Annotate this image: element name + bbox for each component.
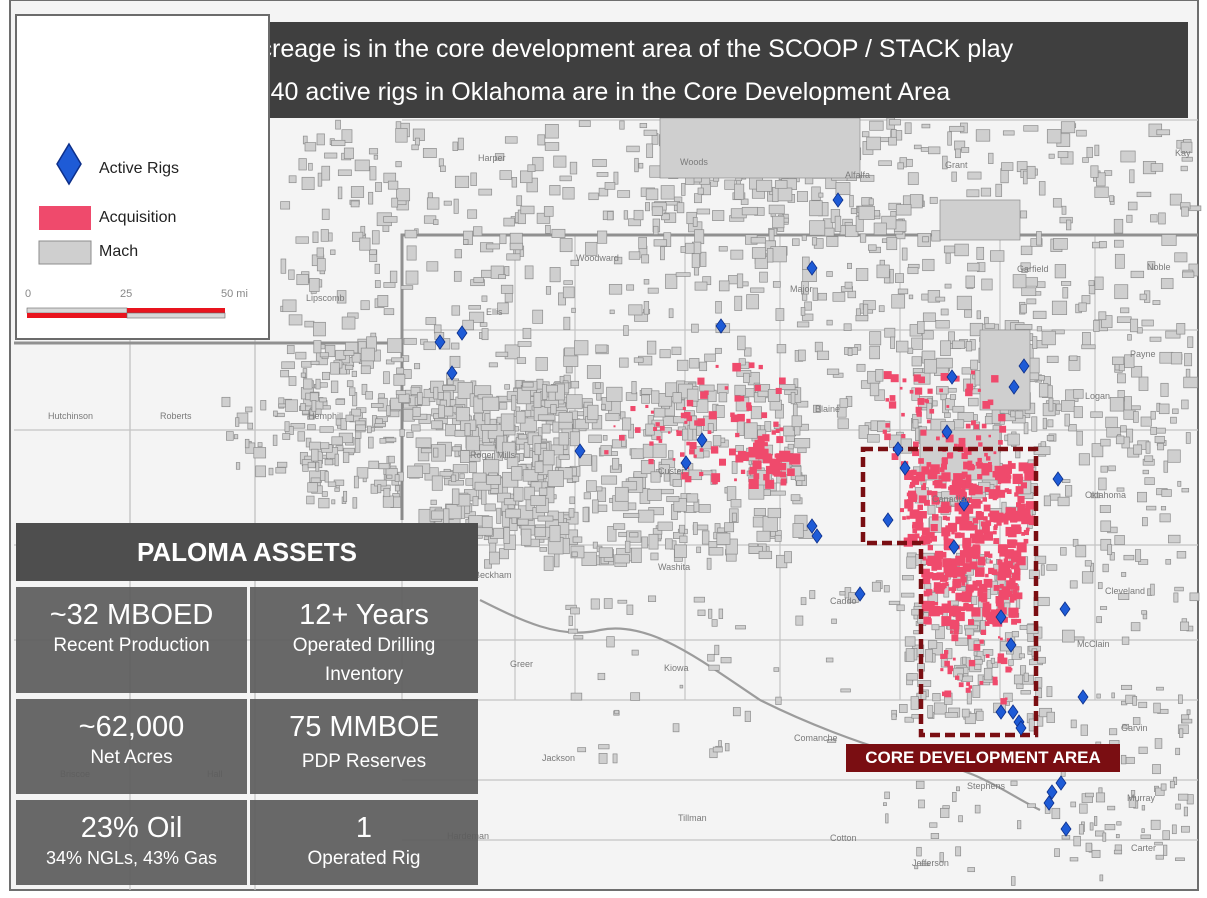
county-label: Noble bbox=[1147, 262, 1171, 272]
county-label: Jefferson bbox=[912, 858, 949, 868]
county-label: Logan bbox=[1085, 391, 1111, 401]
asset-label: Net Acres bbox=[90, 747, 173, 768]
scale-bar-right bbox=[126, 312, 226, 319]
asset-label: 34% NGLs, 43% Gas bbox=[45, 848, 218, 868]
county-label: Jackson bbox=[542, 753, 576, 763]
county-label: Kiowa bbox=[664, 663, 689, 673]
asset-cell-oil: 23% Oil 34% NGLs, 43% Gas bbox=[16, 800, 247, 885]
county-label: Cleveland bbox=[1105, 586, 1146, 596]
asset-cell-production: ~32 MBOED Recent Production bbox=[16, 587, 247, 693]
county-label: Greer bbox=[510, 659, 534, 669]
county-label: Payne bbox=[1130, 349, 1156, 359]
active-rigs bbox=[434, 192, 1089, 837]
county-label: Kay bbox=[1175, 148, 1191, 158]
county-label: Washita bbox=[658, 562, 691, 572]
county-label: Garfield bbox=[1017, 264, 1049, 274]
legend-label-mach: Mach bbox=[99, 243, 139, 260]
county-label: Comanche bbox=[794, 733, 838, 743]
county-label: Tillman bbox=[678, 813, 707, 823]
asset-label: Operated Rig bbox=[307, 848, 421, 869]
rig-diamond-icon bbox=[56, 142, 82, 186]
scale-tick: 50 mi bbox=[221, 288, 248, 300]
county-label: Beckham bbox=[474, 570, 512, 580]
county-label: Cotton bbox=[830, 833, 857, 843]
county-label: Caddo bbox=[830, 596, 857, 606]
county-label: McClain bbox=[1077, 639, 1110, 649]
asset-cell-reserves: 75 MMBOE PDP Reserves bbox=[250, 699, 478, 794]
mach-acreage bbox=[221, 110, 1202, 886]
county-label: Hemphill bbox=[308, 411, 344, 421]
county-label: Hutchinson bbox=[48, 411, 94, 421]
county-label: Harper bbox=[478, 153, 506, 163]
asset-cell-inventory: 12+ Years Operated Drilling Inventory bbox=[250, 587, 478, 693]
asset-value: 12+ Years bbox=[299, 599, 429, 631]
acquisition-acreage bbox=[604, 362, 1036, 705]
scale-bar-right-red bbox=[127, 308, 225, 313]
asset-value: 23% Oil bbox=[80, 812, 183, 844]
legend-label-rigs: Active Rigs bbox=[99, 160, 180, 177]
county-label: Grant bbox=[945, 160, 968, 170]
core-development-area-outline bbox=[860, 446, 1039, 738]
county-label: Roger Mills bbox=[470, 450, 516, 460]
county-label: Ellis bbox=[486, 307, 503, 317]
county-label: Lipscomb bbox=[306, 293, 345, 303]
legend-swatches bbox=[26, 142, 226, 319]
county-label: Garvin bbox=[1121, 723, 1148, 733]
asset-cell-rig: 1 Operated Rig bbox=[250, 800, 478, 885]
asset-value: ~32 MBOED bbox=[49, 599, 214, 631]
county-label: Stephens bbox=[967, 781, 1006, 791]
county-label: Custer bbox=[658, 466, 685, 476]
asset-label: Recent Production bbox=[53, 635, 210, 656]
core-development-area-label: CORE DEVELOPMENT AREA bbox=[846, 744, 1120, 772]
county-label: Blaine bbox=[815, 404, 841, 414]
acquisition-swatch bbox=[39, 206, 91, 230]
county-label: Carter bbox=[1131, 843, 1157, 853]
legend-label-acquisition: Acquisition bbox=[99, 209, 177, 226]
paloma-assets-table: PALOMA ASSETS ~32 MBOED Recent Productio… bbox=[16, 523, 478, 885]
county-label: Woodward bbox=[576, 253, 619, 263]
asset-value: 1 bbox=[355, 812, 373, 844]
scale-bar-left bbox=[26, 307, 128, 314]
county-label: Roberts bbox=[160, 411, 192, 421]
assets-title: PALOMA ASSETS bbox=[16, 523, 478, 581]
asset-label: Operated Drilling Inventory bbox=[292, 635, 436, 685]
county-label: Canadian bbox=[932, 494, 971, 504]
map-legend: Active Rigs Acquisition Mach 0 25 50 mi bbox=[15, 14, 270, 340]
county-label: Oklahoma bbox=[1085, 490, 1127, 500]
asset-label: PDP Reserves bbox=[301, 751, 427, 772]
scale-tick: 25 bbox=[120, 288, 133, 300]
county-label: Murray bbox=[1127, 793, 1156, 803]
county-label: Major bbox=[790, 284, 813, 294]
scale-tick: 0 bbox=[25, 288, 32, 300]
asset-value: ~62,000 bbox=[78, 711, 185, 743]
asset-value: 75 MMBOE bbox=[289, 711, 439, 743]
county-label: Alfalfa bbox=[845, 170, 871, 180]
asset-cell-acres: ~62,000 Net Acres bbox=[16, 699, 247, 794]
county-label: Woods bbox=[680, 157, 708, 167]
mach-swatch bbox=[38, 240, 92, 265]
scale-bar-left-red bbox=[27, 313, 127, 318]
